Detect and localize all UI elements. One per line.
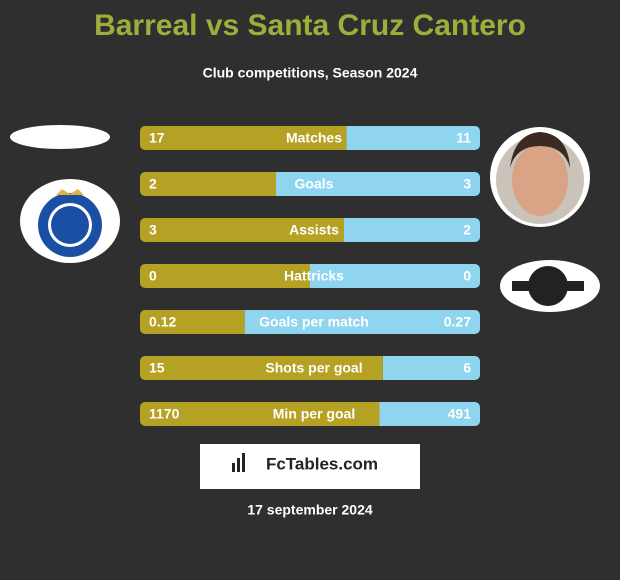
stat-label: Shots per goal: [265, 360, 362, 376]
stat-row: [140, 218, 480, 242]
brand-icon: [242, 453, 245, 472]
stat-label: Hattricks: [284, 268, 344, 284]
right-value: 0.27: [444, 314, 471, 330]
stat-label: Goals: [295, 176, 334, 192]
placeholder-logo: [10, 125, 110, 149]
stat-label: Matches: [286, 130, 342, 146]
player-face: [512, 144, 568, 216]
brand-name: FcTables.com: [266, 454, 378, 473]
left-bar: [140, 126, 347, 150]
stat-row: [140, 356, 480, 380]
date: 17 september 2024: [247, 502, 373, 518]
club-logo-2-band: [512, 281, 584, 291]
right-value: 0: [463, 268, 471, 284]
left-value: 15: [149, 360, 165, 376]
stat-row: [140, 264, 480, 288]
left-bar: [140, 310, 245, 334]
club-logo-core: [51, 206, 89, 244]
right-bar: [346, 126, 480, 150]
brand-box: [200, 444, 420, 489]
left-value: 17: [149, 130, 165, 146]
club-logo-crown: [56, 189, 84, 195]
left-value: 1170: [149, 406, 180, 422]
left-bar: [140, 172, 276, 196]
right-value: 6: [463, 360, 471, 376]
stat-row: [140, 172, 480, 196]
left-value: 3: [149, 222, 157, 238]
right-bar: [379, 402, 480, 426]
left-value: 2: [149, 176, 157, 192]
left-value: 0: [149, 268, 157, 284]
stat-label: Assists: [289, 222, 339, 238]
right-value: 491: [448, 406, 472, 422]
right-bar: [310, 264, 480, 288]
stat-row: [140, 402, 480, 426]
right-bar: [276, 172, 480, 196]
left-bar: [140, 356, 383, 380]
stat-label: Min per goal: [273, 406, 355, 422]
right-value: 3: [463, 176, 471, 192]
left-bar: [140, 264, 310, 288]
left-bar: [140, 402, 380, 426]
stat-row: [140, 310, 480, 334]
stat-row: [140, 126, 480, 150]
right-value: 2: [463, 222, 471, 238]
right-bar: [244, 310, 480, 334]
subtitle: Club competitions, Season 2024: [203, 65, 418, 81]
title: Barreal vs Santa Cruz Cantero: [94, 9, 526, 42]
brand-icon: [237, 458, 240, 472]
right-bar: [344, 218, 480, 242]
right-value: 11: [456, 130, 471, 146]
right-bar: [382, 356, 480, 380]
player-hair: [510, 132, 570, 168]
left-value: 0.12: [149, 314, 176, 330]
brand-icon: [232, 463, 235, 472]
left-bar: [140, 218, 344, 242]
stat-label: Goals per match: [259, 314, 369, 330]
